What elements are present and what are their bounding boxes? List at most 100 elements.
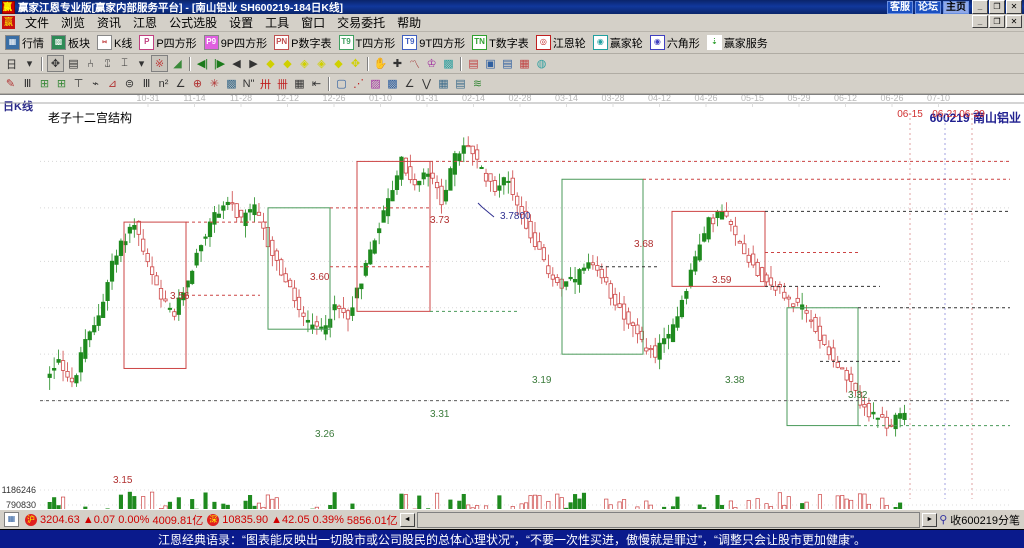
pen-icon[interactable]: ✎ [5,78,16,90]
fork-icon[interactable]: Ⅲ [23,78,32,90]
vbar2-icon[interactable]: 卌 [277,78,288,91]
price-chart-svg[interactable]: 10-31 11-14 11-28 12-12 12-26 01-10 01-31 02-14… [0,95,1024,507]
grid2-icon[interactable]: ▦ [438,78,449,90]
indicator2-icon[interactable]: ⑄ [104,57,111,70]
structure-box-360-326[interactable] [267,207,331,330]
status-scrollbar[interactable] [416,511,921,528]
disk-icon[interactable]: ▦ [519,58,530,70]
n2-icon[interactable]: n² [158,77,169,90]
p-square-button[interactable]: P P四方形 [136,35,199,51]
period-dropdown-icon[interactable]: ▾ [26,58,33,70]
index-sz[interactable]: 深 10835.90 ▲42.05 0.39% 5856.01亿 [205,512,399,527]
menu-item-help[interactable]: 帮助 [397,16,422,30]
status-scroll-left[interactable]: ◄ [399,512,415,527]
zigzag-icon[interactable]: ⋁ [421,78,432,90]
menu-item-news[interactable]: 资讯 [97,16,122,30]
grid-icon[interactable]: ▩ [226,78,237,90]
quotes-button[interactable]: ▦ 行情 [2,35,47,51]
9p-square-button[interactable]: P9 9P四方形 [201,35,270,51]
square-icon[interactable]: ▩ [387,78,398,90]
menu-item-tools[interactable]: 工具 [265,16,290,30]
status-scroll-right[interactable]: ► [922,512,938,527]
homepage-link[interactable]: 主页 [943,0,969,14]
magnet-icon[interactable]: ⊿ [107,78,118,90]
diamond5-icon[interactable]: ◆ [334,58,343,70]
period-button[interactable]: 日 [3,55,20,72]
globe-icon[interactable]: ◍ [536,58,547,70]
customer-service-link[interactable]: 客服 [887,0,913,14]
9t-square-button[interactable]: T9 9T四方形 [399,35,468,51]
slope-icon[interactable]: ∠ [404,78,415,90]
diamond1-icon[interactable]: ◆ [266,58,275,70]
menu-item-gann[interactable]: 江恩 [133,16,158,30]
next-icon[interactable]: ▶ [249,58,258,70]
status-grid-icon[interactable]: ▦ [2,512,23,527]
structure-box-359-338[interactable] [671,210,766,287]
candle-series[interactable] [47,136,907,437]
overlay-icon[interactable]: ※ [151,55,168,72]
structure-box-332-299[interactable] [786,307,859,427]
structure-box-373-331[interactable] [356,160,431,312]
trident3-icon[interactable]: ⊤ [73,78,84,90]
winner-wheel-button[interactable]: ◉ 赢家轮 [590,35,646,51]
last-page-icon[interactable]: |▶ [213,58,226,70]
ellipse-icon[interactable]: ⊜ [124,78,135,90]
report-icon[interactable]: ▤ [68,58,79,70]
t-square-button[interactable]: T9 T四方形 [336,35,399,51]
mdi-restore-button[interactable]: ❐ [989,15,1005,28]
prev-icon[interactable]: ◀ [232,58,241,70]
candle-icon[interactable]: ⌶ [121,57,128,69]
close-button[interactable]: ✕ [1006,0,1022,14]
menu-item-trade[interactable]: 交易委托 [337,16,386,30]
diamond2-icon[interactable]: ◆ [283,58,292,70]
diamond3-icon[interactable]: ◈ [300,58,309,70]
vbar1-icon[interactable]: 卅 [260,78,271,91]
crosshair-icon[interactable]: ✥ [47,55,64,72]
menu-item-window[interactable]: 窗口 [301,16,326,30]
table-icon[interactable]: ▤ [455,78,466,90]
n-quote-icon[interactable]: N" [242,77,255,90]
p-number-table-button[interactable]: PN P数字表 [271,35,334,51]
crosshair2-icon[interactable]: ✚ [392,58,403,70]
diamond4-icon[interactable]: ◈ [317,58,326,70]
angle-icon[interactable]: ∠ [175,78,186,90]
menu-item-formula[interactable]: 公式选股 [169,16,218,30]
chart-area[interactable]: 日K线 老子十二宫结构 600219 南山铝业 江恩工具软件 QQ1008003… [0,94,1024,509]
winner-service-button[interactable]: ⇣ 赢家服务 [704,35,771,51]
gann-wheel-button[interactable]: ◎ 江恩轮 [533,35,589,51]
diamond6-icon[interactable]: ✥ [350,58,361,70]
percent-icon[interactable]: ▨ [370,78,381,90]
gann-grid-icon[interactable]: ▩ [443,58,454,70]
menu-item-settings[interactable]: 设置 [229,16,254,30]
menu-item-file[interactable]: 文件 [25,16,50,30]
trident1-icon[interactable]: ⊞ [39,78,50,90]
star-icon[interactable]: ✳ [209,78,220,90]
target-icon[interactable]: ⊕ [192,78,203,90]
mdi-close-button[interactable]: ✕ [1006,15,1022,28]
curve-icon[interactable]: ⌁ [92,78,99,90]
fill-icon[interactable]: ◢ [173,58,182,70]
save-icon[interactable]: ▣ [485,58,496,70]
t-number-table-button[interactable]: TN T数字表 [469,35,532,51]
menu-item-browse[interactable]: 浏览 [61,16,86,30]
minimize-button[interactable]: _ [972,0,988,14]
hexagon-button[interactable]: ◉ 六角形 [647,35,703,51]
kline-button[interactable]: ⑅ K线 [94,35,135,51]
list-icon[interactable]: ▤ [502,58,513,70]
mdi-minimize-button[interactable]: _ [972,15,988,28]
calendar-icon[interactable]: ▤ [468,58,479,70]
hand-icon[interactable]: ✋ [373,58,388,70]
index-sh[interactable]: 沪 3204.63 ▲0.07 0.00% 4009.81亿 [23,512,205,527]
more-icon[interactable]: ▾ [138,58,145,70]
first-page-icon[interactable]: ◀| [196,58,209,70]
indicator-icon[interactable]: ⑃ [87,57,94,70]
box-icon[interactable]: ▢ [336,78,347,90]
net-icon[interactable]: ▦ [294,78,305,90]
gann-fan-icon[interactable]: ♔ [426,58,437,70]
maximize-button[interactable]: ❐ [989,0,1005,14]
arrow-icon[interactable]: ⇤ [311,78,322,90]
volume-chart-svg[interactable]: 1186246790830395415△ [0,435,1024,509]
trident2-icon[interactable]: ⊞ [56,78,67,90]
wave-icon[interactable]: 〽 [409,58,420,71]
forum-link[interactable]: 论坛 [915,0,941,14]
